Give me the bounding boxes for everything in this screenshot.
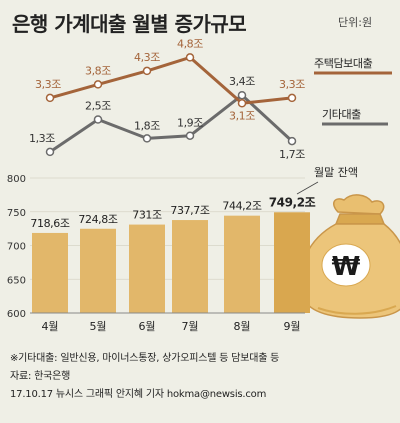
x-axis-label: 7월 xyxy=(181,320,198,333)
bar-value-label: 731조 xyxy=(132,209,162,222)
data-point xyxy=(93,80,103,89)
mortgage-value-label: 3,3조 xyxy=(35,78,61,91)
footnote: ※기타대출: 일반신용, 마이너스통장, 상가오피스텔 등 담보대출 등 xyxy=(10,353,280,364)
data-point xyxy=(287,136,297,146)
data-point xyxy=(45,147,55,157)
chart-canvas: ₩ 800 750 700 650 600 718,6조 4월 724,8조 5월 731조 6월 7… xyxy=(7,37,400,333)
credit-label: 17.10.17 뉴시스 그래픽 안지혜 기자 hokma@newsis.com xyxy=(10,389,267,400)
unit-label: 단위:원 xyxy=(338,16,373,29)
y-tick-label: 750 xyxy=(7,208,26,219)
other-loan-value-label: 2,5조 xyxy=(85,100,111,113)
mortgage-value-label: 4,3조 xyxy=(134,51,160,64)
data-point xyxy=(93,115,103,124)
source-label: 자료: 한국은행 xyxy=(10,371,71,382)
data-point xyxy=(287,93,297,103)
y-tick-label: 600 xyxy=(7,309,26,320)
bar xyxy=(274,212,310,313)
data-point xyxy=(142,134,152,143)
other-loan-value-label: 3,4조 xyxy=(229,75,255,88)
pointer-line xyxy=(296,181,319,195)
legend-mortgage: 주택담보대출 xyxy=(314,57,373,70)
bar-value-label: 737,7조 xyxy=(170,204,209,217)
mortgage-value-label: 3,1조 xyxy=(229,109,255,122)
data-point xyxy=(142,66,152,76)
svg-text:₩: ₩ xyxy=(332,252,361,282)
other-loan-value-label: 1,8조 xyxy=(134,119,160,132)
x-axis-label: 5월 xyxy=(89,320,106,333)
mortgage-value-label: 4,8조 xyxy=(177,37,203,50)
other-loan-value-label: 1,7조 xyxy=(279,148,305,161)
chart-title: 은행 가계대출 월별 증가규모 xyxy=(12,12,247,36)
data-point xyxy=(237,99,247,108)
bar-value-label: 744,2조 xyxy=(222,200,261,213)
y-tick-label: 700 xyxy=(7,242,26,253)
bar-value-label: 749,2조 xyxy=(269,195,316,209)
data-point xyxy=(237,90,247,100)
data-point xyxy=(185,131,195,140)
money-bag-icon: ₩ xyxy=(299,194,400,319)
mortgage-value-label: 3,3조 xyxy=(279,78,305,91)
mortgage-value-label: 3,8조 xyxy=(85,64,111,77)
bar-value-label: 724,8조 xyxy=(78,213,117,226)
y-tick-label: 650 xyxy=(7,275,26,286)
legend-other: 기타대출 xyxy=(322,108,361,121)
x-axis-label: 4월 xyxy=(41,320,58,333)
data-point xyxy=(45,93,55,103)
x-axis-label: 8월 xyxy=(233,320,250,333)
bar xyxy=(224,215,260,313)
bar-value-label: 718,6조 xyxy=(30,217,69,230)
x-axis-label: 6월 xyxy=(138,320,155,333)
bar xyxy=(172,220,208,313)
bar xyxy=(80,228,116,313)
bar xyxy=(32,232,68,313)
x-axis-label: 9월 xyxy=(283,320,300,333)
data-point xyxy=(185,53,195,62)
mortgage-line xyxy=(49,55,293,105)
bar-series-label: 월말 잔액 xyxy=(314,166,358,179)
other-loan-value-label: 1,9조 xyxy=(177,117,203,130)
other-loan-value-label: 1,3조 xyxy=(29,132,55,145)
bar xyxy=(129,224,165,313)
y-tick-label: 800 xyxy=(7,174,26,185)
